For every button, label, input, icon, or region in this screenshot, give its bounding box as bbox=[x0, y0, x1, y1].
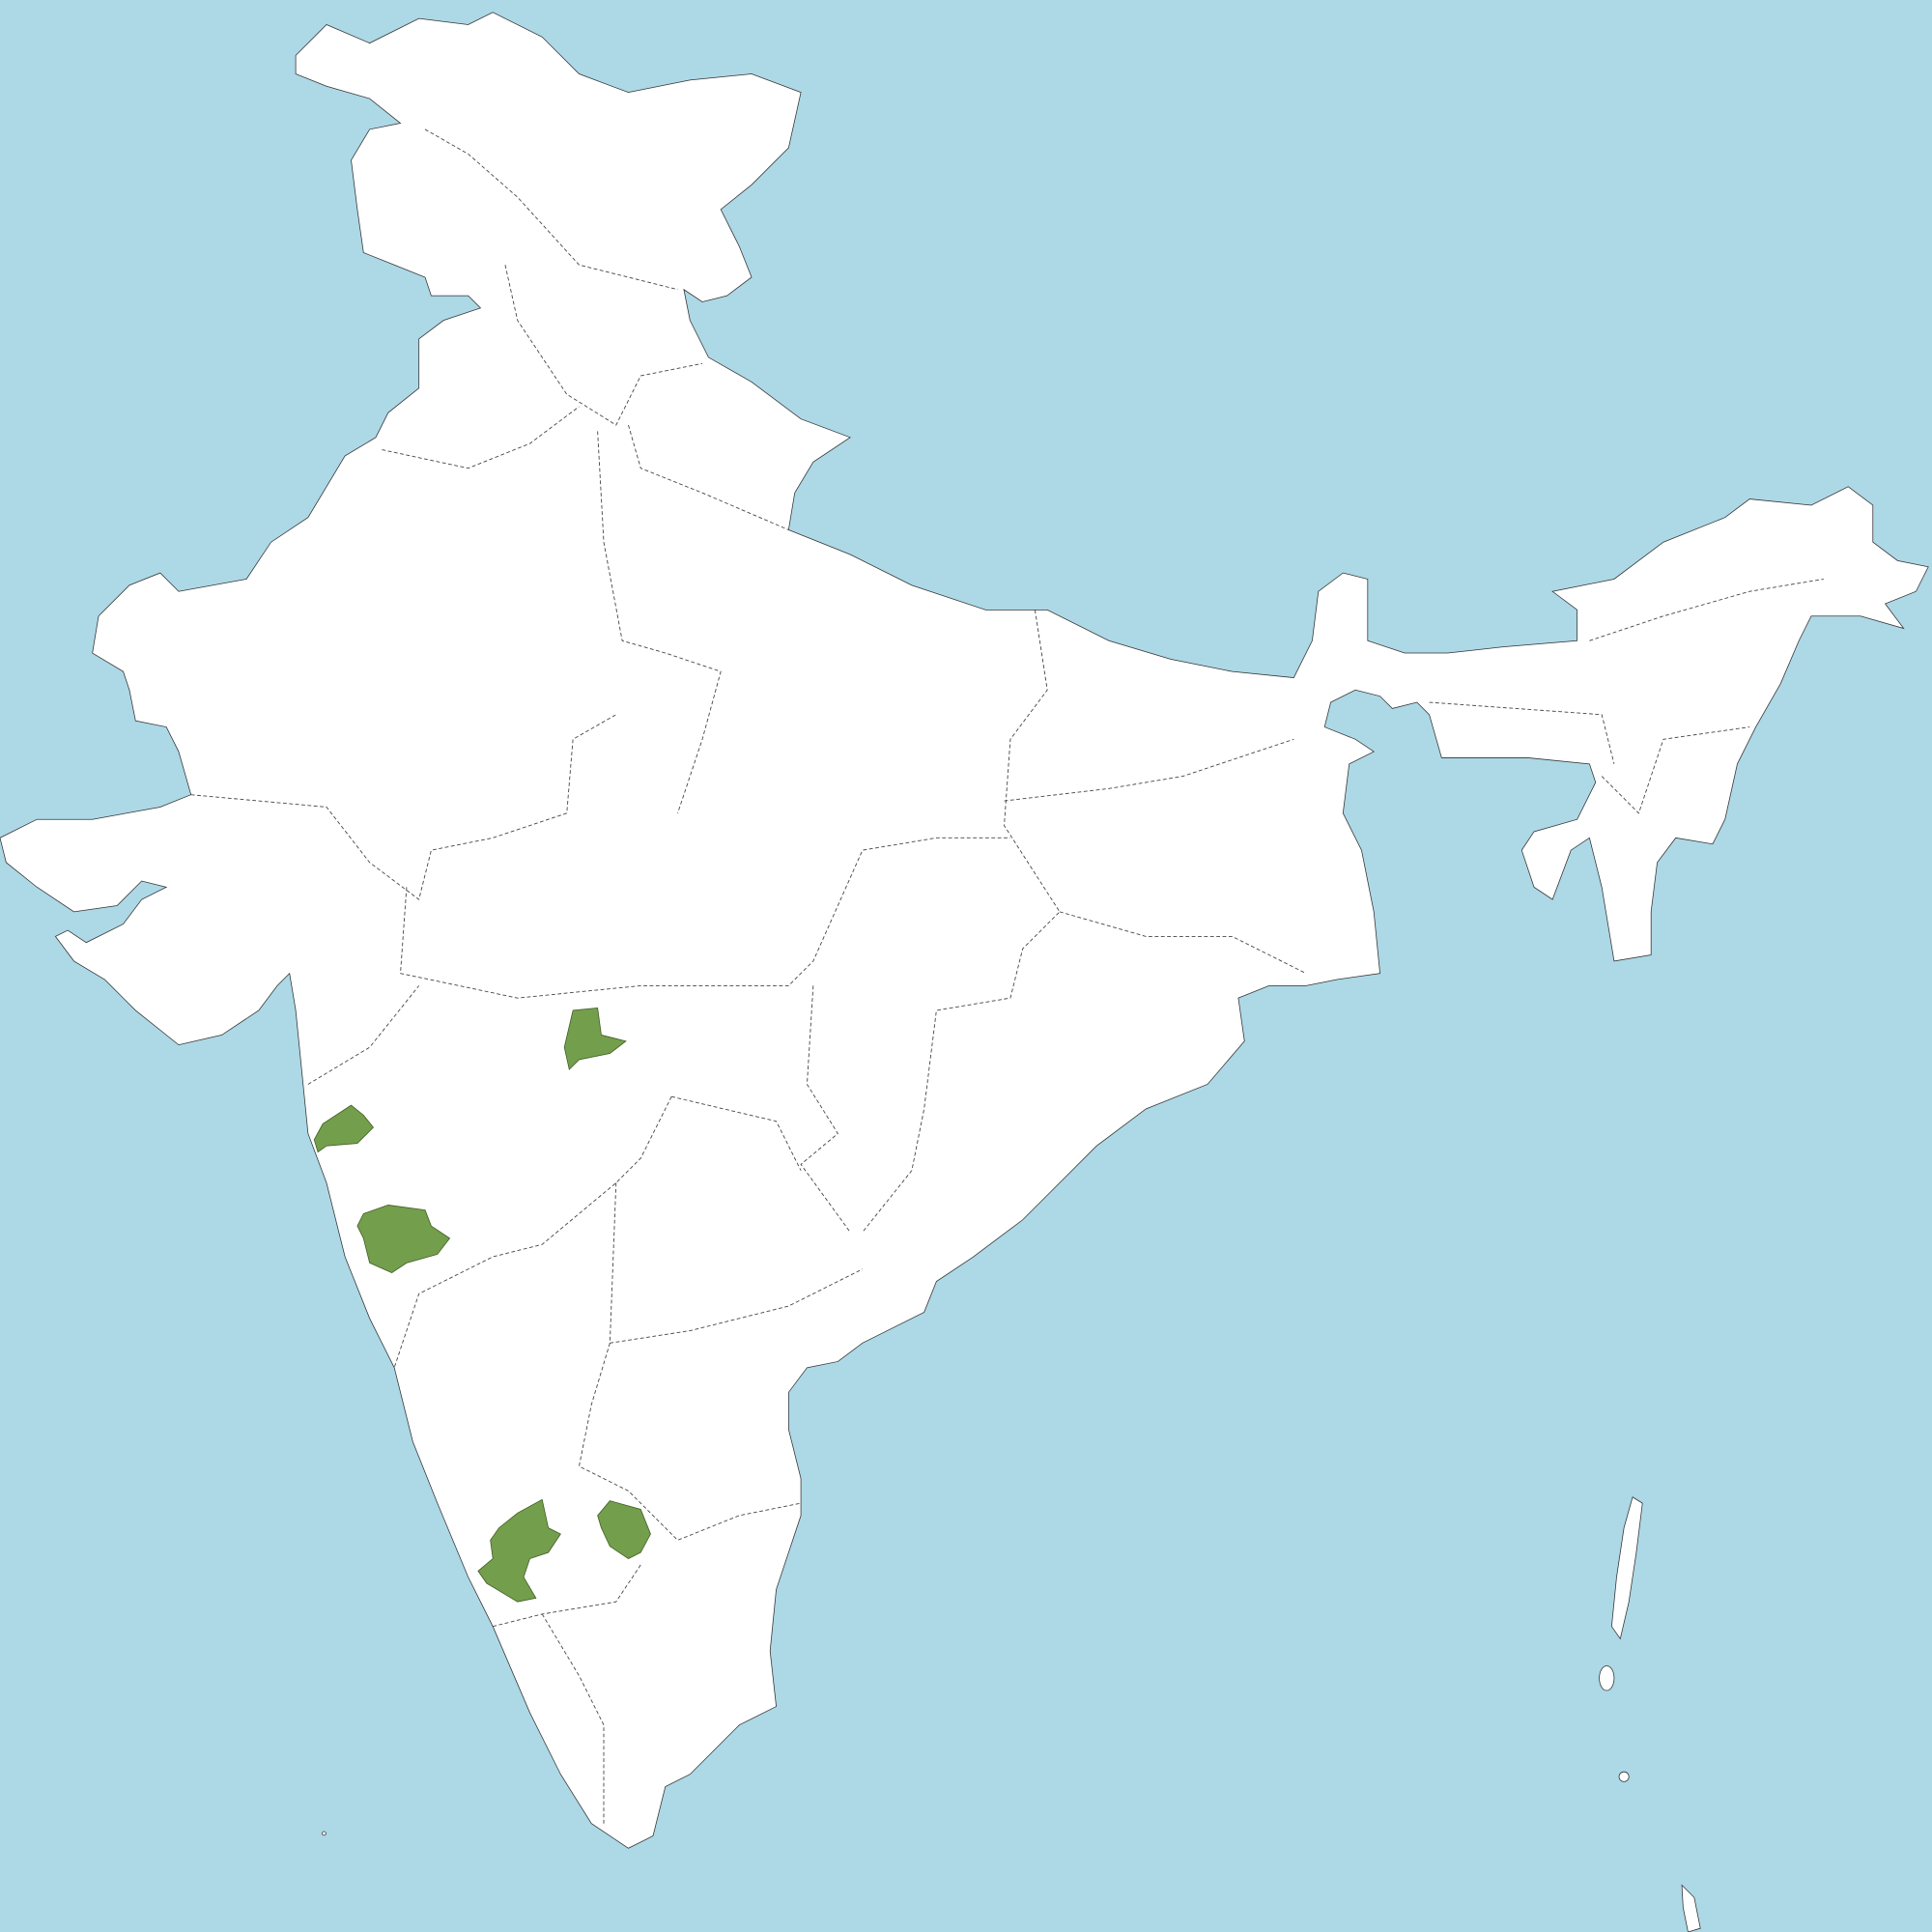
islands bbox=[322, 1496, 1701, 1932]
highlighted-district bbox=[356, 1205, 451, 1274]
great-nicobar-island bbox=[1681, 1884, 1701, 1932]
highlighted-district bbox=[477, 1498, 561, 1603]
little-andaman-island bbox=[1599, 1665, 1615, 1691]
car-nicobar-island bbox=[1618, 1771, 1630, 1782]
highlighted-districts bbox=[313, 1007, 651, 1603]
lakshadweep-island bbox=[322, 1831, 327, 1836]
state-borders bbox=[190, 128, 1824, 1824]
andaman-islands bbox=[1610, 1496, 1643, 1640]
highlighted-district bbox=[597, 1500, 651, 1559]
highlighted-district bbox=[313, 1104, 374, 1153]
india-mainland bbox=[0, 12, 1929, 1849]
highlighted-district bbox=[563, 1007, 627, 1070]
